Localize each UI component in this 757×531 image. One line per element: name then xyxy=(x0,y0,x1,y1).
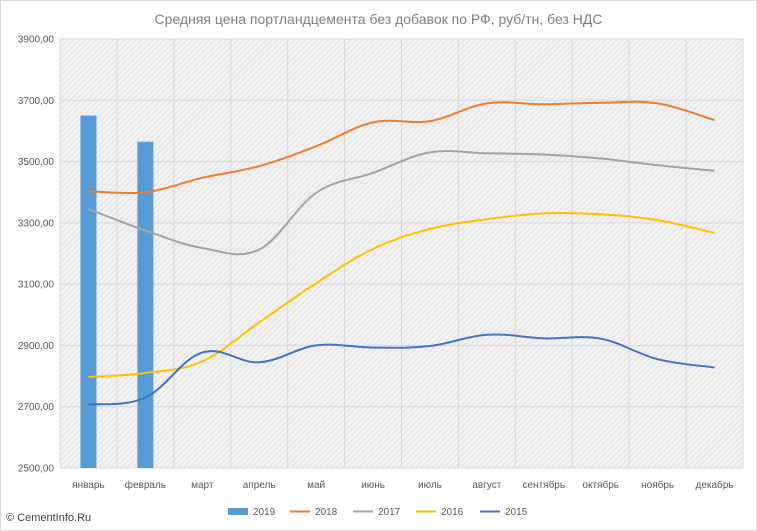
x-tick-label: май xyxy=(307,480,325,491)
x-tick-label: декабрь xyxy=(696,479,734,491)
legend-label-2019: 2019 xyxy=(253,507,276,518)
series-line-2017 xyxy=(88,149,715,256)
y-tick-label: 3100,00 xyxy=(18,280,55,291)
bar-2019 xyxy=(137,141,154,468)
y-tick-label: 2700,00 xyxy=(18,402,55,413)
y-tick-label: 3300,00 xyxy=(18,218,55,229)
legend-label-2017: 2017 xyxy=(378,507,401,518)
y-tick-label: 2900,00 xyxy=(18,341,55,352)
x-tick-label: сентябрь xyxy=(523,479,566,491)
x-tick-label: январь xyxy=(72,480,104,491)
x-tick-label: август xyxy=(472,480,501,491)
legend-label-2015: 2015 xyxy=(505,507,528,518)
watermark-text: © CementInfo.Ru xyxy=(6,512,92,524)
series-line-2015 xyxy=(88,333,715,406)
x-tick-label: март xyxy=(191,480,214,491)
legend-label-2016: 2016 xyxy=(441,507,464,518)
series-line-2018 xyxy=(88,100,715,195)
y-tick-label: 3500,00 xyxy=(18,157,55,168)
y-tick-label: 2500,00 xyxy=(18,464,55,475)
x-tick-label: февраль xyxy=(125,479,166,491)
y-tick-label: 3700,00 xyxy=(18,96,55,107)
bar-2019 xyxy=(80,115,97,468)
legend-label-2018: 2018 xyxy=(315,507,338,518)
legend-swatch-2019 xyxy=(228,508,248,515)
x-tick-label: ноябрь xyxy=(641,479,674,491)
y-tick-label: 3900,00 xyxy=(18,35,55,46)
x-tick-label: апрель xyxy=(243,480,276,491)
chart-title: Средняя цена портландцемента без добавок… xyxy=(154,11,603,27)
series-line-2016 xyxy=(88,211,715,378)
x-tick-label: июль xyxy=(418,480,442,491)
x-tick-label: октябрь xyxy=(582,479,619,491)
x-tick-label: июнь xyxy=(361,480,385,491)
